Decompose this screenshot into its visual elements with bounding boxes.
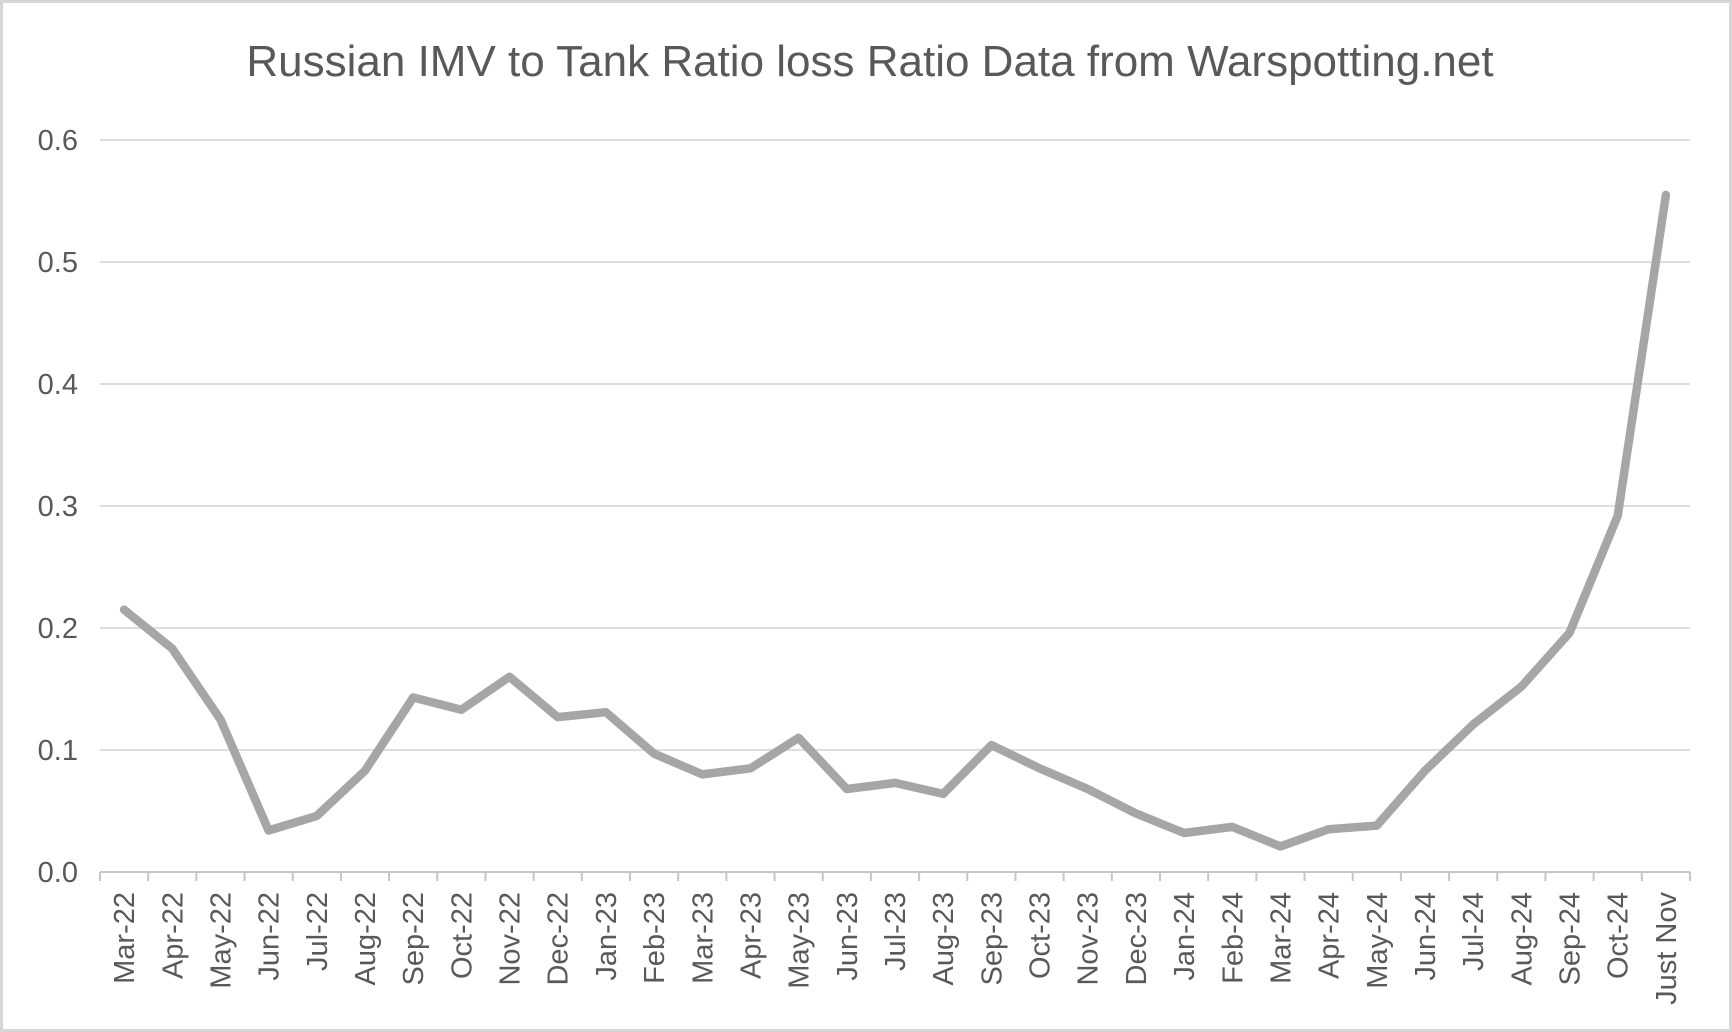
y-tick-label: 0.4 [38,369,78,401]
x-tick-label: Apr-24 [1314,892,1346,979]
x-tick-label: Oct-24 [1603,892,1635,979]
x-tick-label: Jun-22 [254,892,286,981]
x-tick-label: Feb-23 [639,892,671,984]
x-tick-label: May-23 [784,892,816,989]
x-tick-label: Jul-22 [302,892,334,971]
chart-title: Russian IMV to Tank Ratio loss Ratio Dat… [246,37,1493,86]
x-tick-label: May-22 [205,892,237,989]
x-axis [99,871,1691,881]
x-tick-label: Feb-24 [1217,892,1249,984]
x-tick-label: Sep-23 [976,892,1008,986]
x-tick-label: Mar-23 [687,892,719,984]
x-tick-label: Jul-24 [1458,892,1490,971]
x-tick-label: Mar-24 [1265,892,1297,984]
x-tick-label: Aug-24 [1506,892,1538,986]
gridlines [100,139,1690,751]
x-tick-label: Sep-24 [1555,892,1587,986]
x-tick-label: Oct-22 [446,892,478,979]
x-axis-labels: Mar-22 Apr-22 May-22 Jun-22 Jul-22 Aug-22 Sep-… [109,892,1683,1005]
y-tick-label: 0.3 [38,491,78,523]
x-tick-label: Mar-22 [109,892,141,984]
x-tick-label: Aug-23 [928,892,960,986]
x-tick-label: May-24 [1362,892,1394,989]
y-tick-label: 0.5 [38,247,78,279]
x-tick-label: Jun-24 [1410,892,1442,981]
y-tick-label: 0.6 [38,125,78,157]
x-tick-label: Nov-22 [495,892,527,986]
x-tick-label: Jul-23 [880,892,912,971]
x-tick-label: Oct-23 [1025,892,1057,979]
data-series-line [119,190,1671,851]
x-tick-label: Nov-23 [1073,892,1105,986]
x-tick-label: Apr-23 [735,892,767,979]
x-tick-label: Aug-22 [350,892,382,986]
x-tick-label: Jan-23 [591,892,623,981]
x-tick-label: Just Nov [1651,892,1683,1005]
x-tick-label: Jan-24 [1169,892,1201,981]
y-tick-label: 0.1 [38,735,78,767]
x-tick-label: Jun-23 [832,892,864,981]
y-tick-label: 0.0 [38,857,78,889]
x-tick-label: Sep-22 [398,892,430,986]
x-tick-label: Dec-23 [1121,892,1153,986]
line-chart: 0.0 0.1 0.2 0.3 0.4 0.5 0.6 Mar-22 Apr-22 May-22… [38,37,1691,1005]
x-tick-label: Dec-22 [543,892,575,986]
y-axis-labels: 0.0 0.1 0.2 0.3 0.4 0.5 0.6 [38,125,78,889]
y-tick-label: 0.2 [38,613,78,645]
x-tick-label: Apr-22 [157,892,189,979]
